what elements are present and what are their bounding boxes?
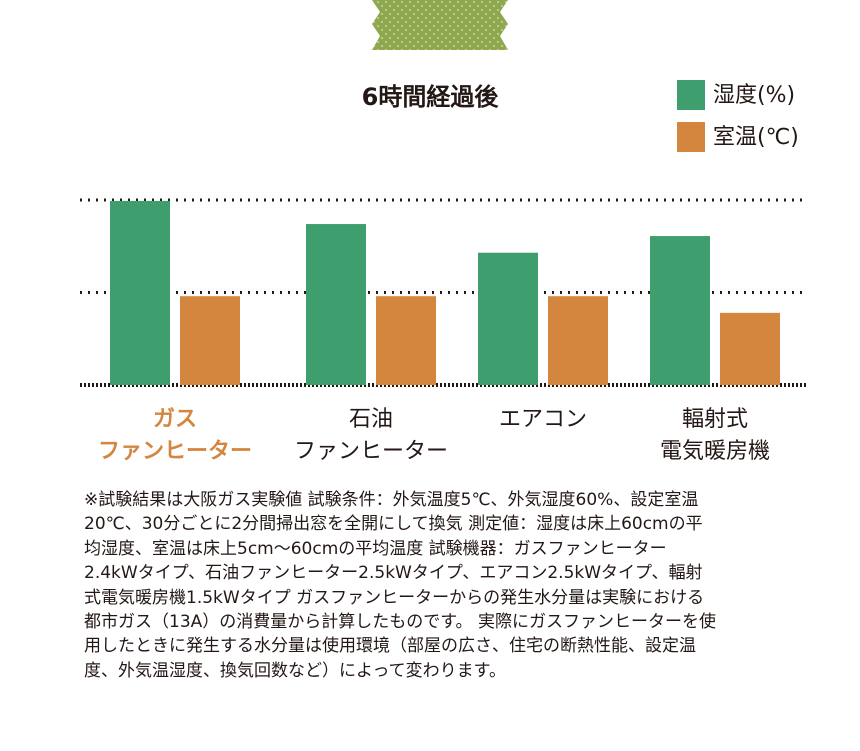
legend-label: 室温(℃)	[713, 125, 799, 150]
x-tick-label: ガス ファンヒーター	[97, 407, 252, 464]
note-line: ※試験結果は大阪ガス実験値 試験条件：外気温度5℃、外気湿度60%、設定室温	[84, 490, 699, 510]
bar	[306, 224, 366, 385]
note-line: 均湿度、室温は床上5cm～60cmの平均温度 試験機器：ガスファンヒーター	[84, 538, 667, 559]
note: ※試験結果は大阪ガス実験値 試験条件：外気温度5℃、外気湿度60%、設定室温 20…	[84, 488, 716, 683]
legend-label: 湿度(%)	[713, 83, 795, 108]
x-tick-label: 輻射式 電気暖房機	[659, 407, 770, 464]
bar	[180, 296, 240, 385]
bar	[548, 296, 608, 385]
note-line: 度、外気温湿度、換気回数など）によって変わります。	[84, 660, 506, 681]
note-line: 2.4kWタイプ、石油ファンヒーター2.5kWタイプ、エアコン2.5kWタイプ、…	[84, 563, 703, 584]
bar	[110, 200, 170, 385]
bar	[650, 236, 710, 385]
x-tick-label: エアコン	[498, 407, 587, 432]
note-line: 式電気暖房機1.5kWタイプ ガスファンヒーターからの発生水分量は実験における	[84, 587, 705, 608]
bar	[478, 252, 538, 385]
legend-swatch	[677, 122, 705, 152]
legend-swatch	[677, 80, 705, 110]
bar	[720, 312, 780, 385]
chart-title: 6時間経過後	[362, 83, 500, 111]
x-tick-label: 石油 ファンヒーター	[293, 407, 448, 464]
ribbon-decoration	[372, 0, 508, 50]
note-line: 用したときに発生する水分量は使用環境（部屋の広さ、住宅の断熱性能、設定温	[84, 636, 696, 657]
bar	[376, 296, 436, 385]
note-line: 都市ガス（13A）の消費量から計算したものです。 実際にガスファンヒーターを使	[84, 612, 716, 633]
note-line: 20℃、30分ごとに2分間掃出窓を全開にして換気 測定値：湿度は床上60cmの平	[84, 514, 703, 535]
